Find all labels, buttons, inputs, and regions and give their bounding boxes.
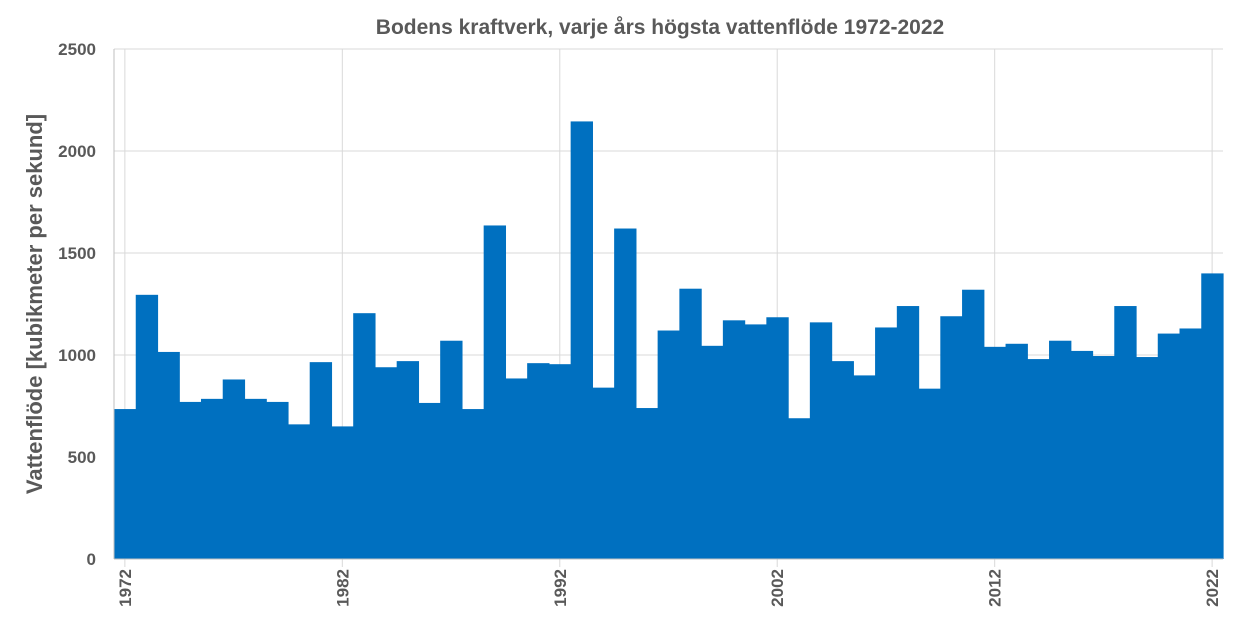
bar-2018 (1114, 306, 1137, 559)
bar-1979 (266, 401, 289, 559)
bar-1994 (592, 387, 615, 559)
bar-1990 (505, 378, 528, 559)
bar-1998 (679, 288, 702, 559)
bar-2012 (983, 346, 1007, 559)
bar-1981 (309, 362, 333, 559)
bar-2008 (896, 306, 920, 559)
bar-2011 (962, 289, 985, 559)
bar-1975 (179, 401, 202, 559)
bar-2003 (788, 418, 811, 559)
y-tick-label: 1000 (58, 346, 96, 365)
bar-2000 (722, 320, 746, 559)
y-tick-label: 0 (87, 550, 96, 569)
y-tick-labels: 0 500 1000 1500 2000 2500 (58, 40, 96, 569)
bar-1986 (418, 402, 441, 559)
y-tick-label: 500 (68, 448, 96, 467)
x-tick-label: 1992 (551, 569, 570, 607)
bars (114, 121, 1224, 560)
bar-1992 (548, 364, 572, 559)
bar-2015 (1049, 340, 1072, 559)
bar-2013 (1005, 343, 1028, 559)
bar-2014 (1027, 359, 1050, 559)
bar-2022 (1201, 273, 1224, 559)
bar-1978 (244, 398, 267, 559)
bar-1973 (135, 294, 159, 559)
bar-1974 (157, 351, 180, 559)
bar-1985 (396, 361, 420, 559)
bar-2002 (766, 317, 789, 559)
bar-2017 (1092, 356, 1115, 559)
gridlines (114, 48, 1223, 567)
y-tick-label: 2000 (58, 142, 96, 161)
bar-1983 (353, 313, 376, 559)
bar-1996 (635, 408, 659, 559)
bar-1991 (527, 363, 550, 559)
bar-2016 (1070, 350, 1094, 559)
bar-1980 (287, 424, 311, 559)
bar-1997 (657, 330, 680, 559)
x-tick-label: 1972 (116, 569, 135, 607)
x-tick-label: 2002 (768, 569, 787, 607)
bar-1999 (701, 345, 724, 559)
bar-2007 (875, 327, 898, 559)
bar-2019 (1136, 357, 1159, 559)
bar-2010 (940, 316, 963, 559)
axes (113, 49, 1223, 560)
bar-2006 (853, 375, 876, 559)
bar-2001 (744, 324, 767, 559)
x-tick-labels: 1972 1982 1992 2002 2012 2022 (116, 569, 1222, 607)
bar-2020 (1157, 333, 1181, 559)
bar-2005 (831, 361, 854, 559)
x-tick-label: 2022 (1203, 569, 1222, 607)
bar-1984 (374, 367, 398, 559)
y-tick-label: 1500 (58, 244, 96, 263)
bar-2009 (918, 388, 941, 559)
bar-2021 (1179, 328, 1202, 559)
bar-1988 (461, 409, 485, 559)
bar-1982 (331, 426, 354, 559)
bar-1987 (440, 340, 463, 559)
x-tick-label: 1982 (333, 569, 352, 607)
bar-1972 (114, 409, 137, 559)
chart-title: Bodens kraftverk, varje års högsta vatte… (376, 16, 944, 39)
bar-1993 (570, 121, 593, 560)
bar-1976 (200, 398, 224, 559)
y-axis-label: Vattenflöde [kubikmeter per sekund] (22, 114, 47, 494)
bar-1989 (483, 225, 507, 559)
x-tick-label: 2012 (986, 569, 1005, 607)
bar-2004 (809, 322, 833, 559)
bar-1995 (614, 228, 637, 559)
bar-1977 (222, 379, 246, 559)
y-tick-label: 2500 (58, 40, 96, 59)
